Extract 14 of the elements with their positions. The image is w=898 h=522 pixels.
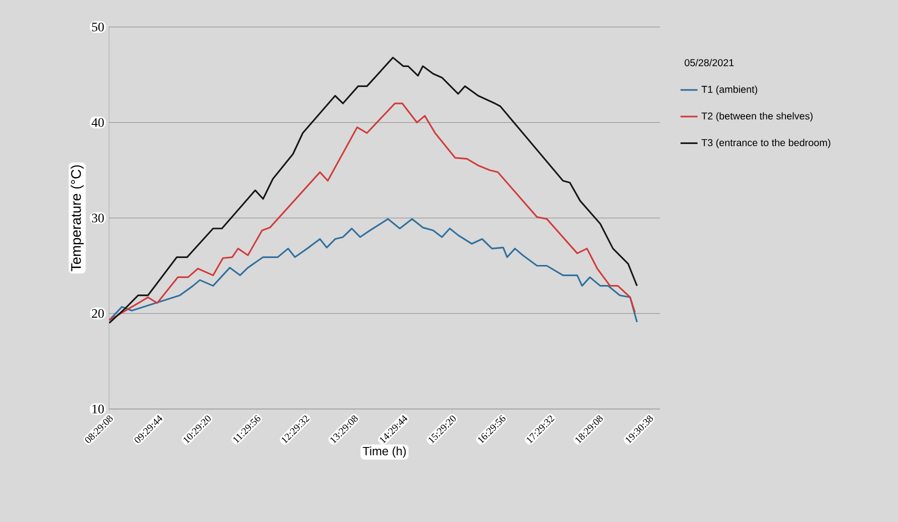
legend-title: 05/28/2021 <box>684 58 734 66</box>
legend-label: T2 (between the shelves) <box>702 112 813 122</box>
line-series <box>109 102 636 321</box>
y-tick-label: 50 <box>92 22 104 32</box>
legend-label: T1 (ambient) <box>702 86 758 95</box>
y-tick-label: 10 <box>92 404 104 414</box>
y-tick-label: 20 <box>92 309 104 318</box>
y-axis-title: Temperature (°C) <box>70 165 84 272</box>
legend-label: T3 (entrance to the bedroom) <box>702 138 830 148</box>
y-tick-label: 30 <box>92 214 104 222</box>
line-series <box>109 56 638 324</box>
y-tick-label: 40 <box>92 118 104 127</box>
line-series <box>109 218 638 323</box>
x-axis-title: Time (h) <box>362 446 406 458</box>
